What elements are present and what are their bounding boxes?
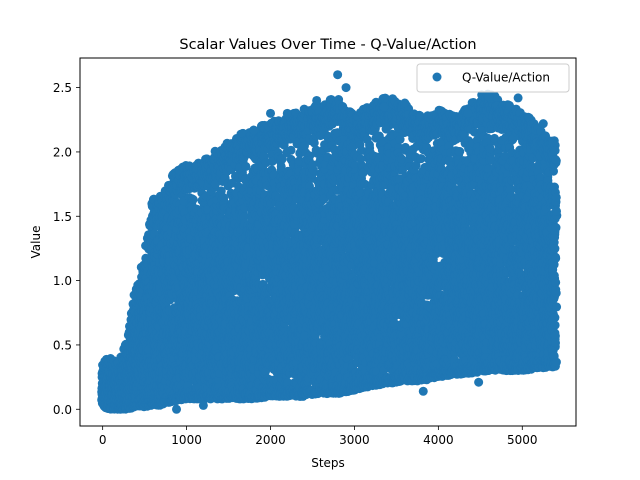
chart-title: Scalar Values Over Time - Q-Value/Action [179, 37, 476, 53]
scatter-points-layer [97, 70, 562, 414]
scatter-point [188, 195, 198, 204]
